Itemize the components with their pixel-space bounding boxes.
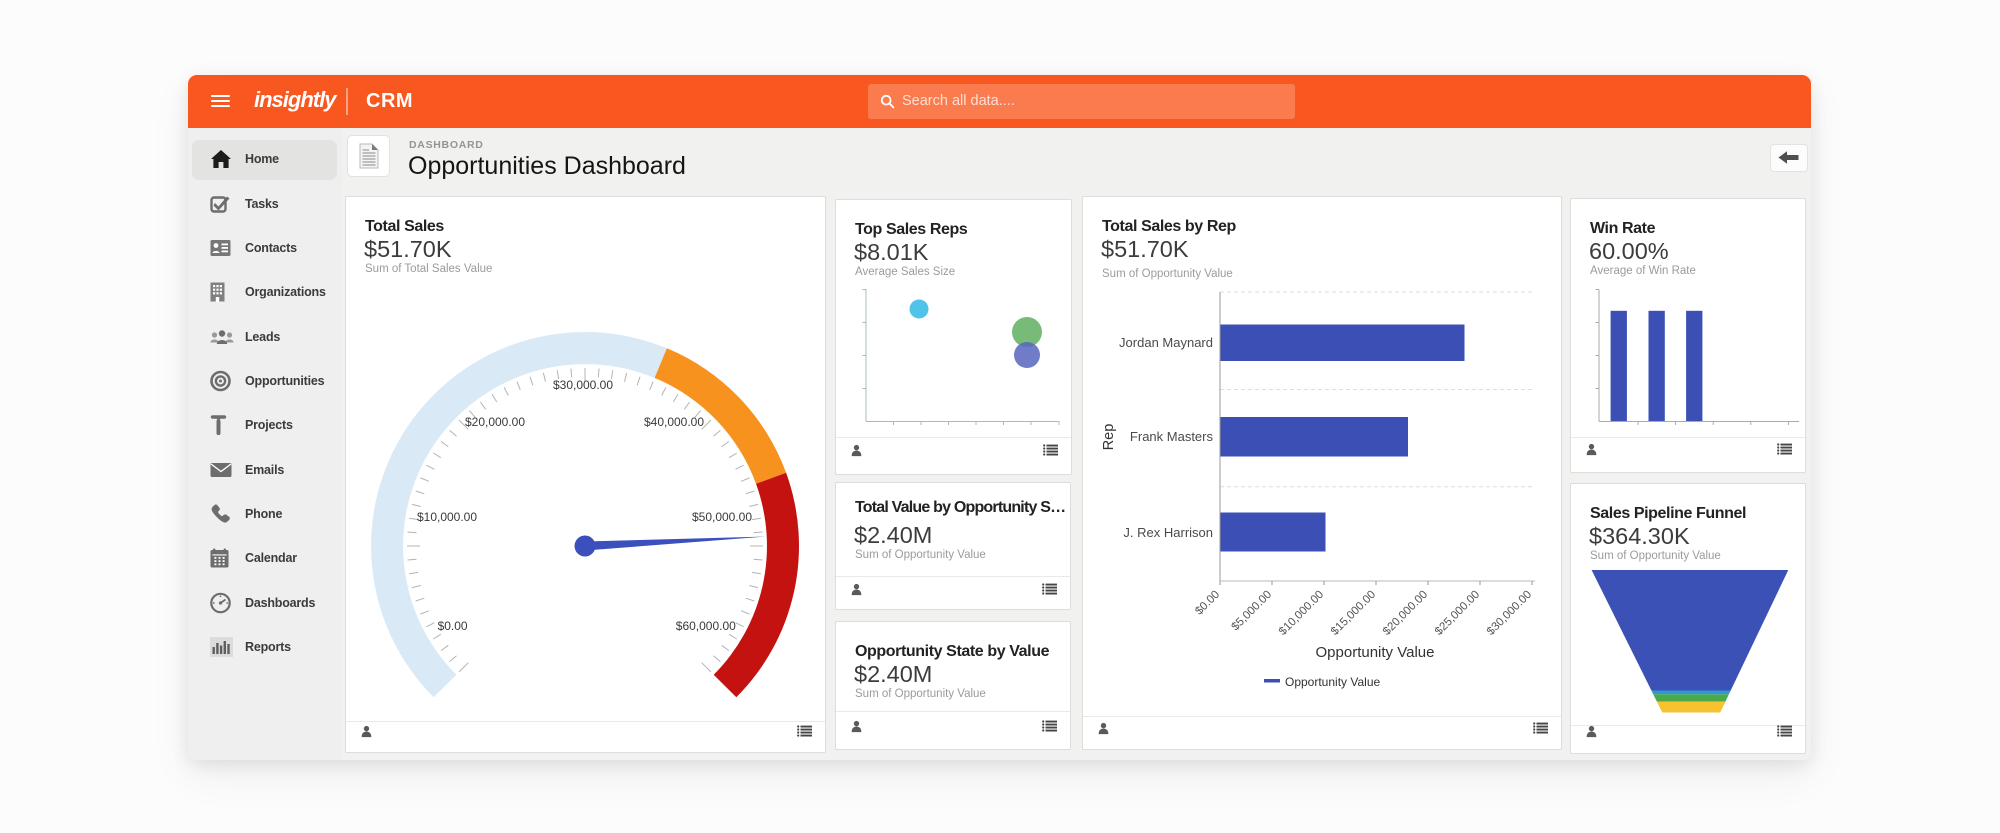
svg-text:$30,000.00: $30,000.00 xyxy=(1485,589,1534,638)
svg-text:Rep: Rep xyxy=(1101,424,1117,451)
svg-text:$20,000.00: $20,000.00 xyxy=(1381,589,1430,638)
svg-text:$10,000.00: $10,000.00 xyxy=(1277,589,1326,638)
svg-text:$25,000.00: $25,000.00 xyxy=(1433,589,1482,638)
svg-text:Jordan Maynard: Jordan Maynard xyxy=(1119,335,1213,350)
svg-text:$15,000.00: $15,000.00 xyxy=(1329,589,1378,638)
svg-text:Frank Masters: Frank Masters xyxy=(1130,429,1214,444)
svg-text:J. Rex Harrison: J. Rex Harrison xyxy=(1123,525,1213,540)
svg-text:Opportunity Value: Opportunity Value xyxy=(1285,675,1380,689)
svg-text:Opportunity Value: Opportunity Value xyxy=(1316,644,1435,661)
svg-text:$0.00: $0.00 xyxy=(1193,589,1222,618)
svg-text:$5,000.00: $5,000.00 xyxy=(1229,589,1274,634)
